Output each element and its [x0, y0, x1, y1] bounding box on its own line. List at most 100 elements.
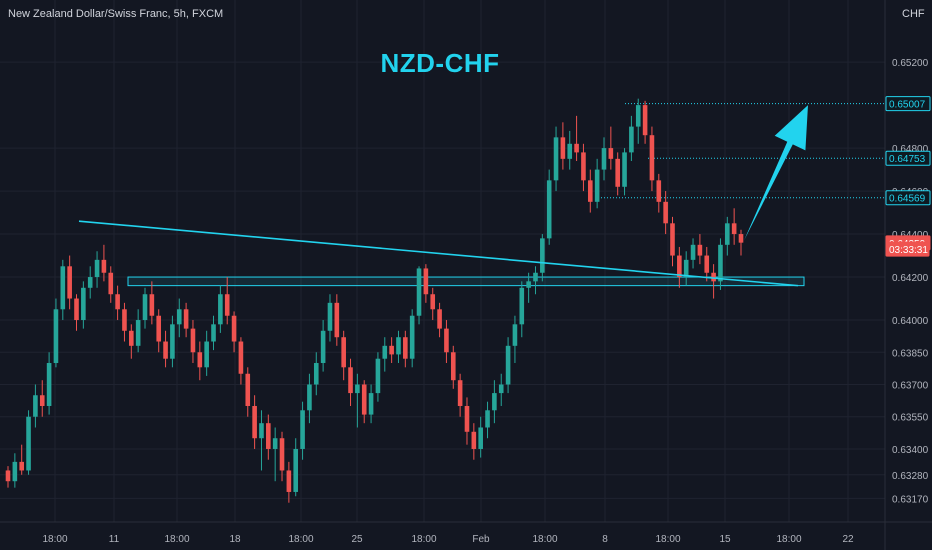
time-tick-label: 15 — [719, 534, 731, 545]
candle-body — [581, 152, 586, 181]
chart-grid — [0, 0, 885, 522]
time-tick-label: 8 — [602, 534, 608, 545]
candle-body — [649, 135, 655, 181]
candle-body — [423, 268, 429, 295]
candle-body — [115, 294, 120, 310]
price-tick-label: 0.65200 — [892, 58, 929, 69]
candle-body — [587, 180, 593, 202]
candle-body — [266, 423, 271, 449]
candle-body — [738, 234, 744, 243]
candle-body — [320, 330, 326, 364]
candle-body — [272, 438, 278, 449]
candle-body — [492, 393, 497, 411]
candle-body — [19, 461, 25, 471]
candle-body — [12, 461, 18, 482]
candle-body — [94, 259, 100, 278]
candle-body — [368, 393, 374, 415]
candle-body — [601, 148, 607, 170]
price-tick-label: 0.63700 — [892, 381, 929, 392]
drawing-tools[interactable] — [78, 105, 808, 287]
price-label-text: 03:33:31 — [889, 245, 928, 256]
candle-body — [327, 302, 333, 331]
candle-body — [622, 152, 627, 187]
candlestick-series — [5, 98, 744, 503]
candle-body — [218, 294, 223, 325]
candle-body — [683, 259, 689, 278]
candle-body — [690, 244, 696, 260]
candle-body — [396, 337, 401, 355]
candle-body — [334, 302, 340, 338]
candle-body — [108, 272, 114, 295]
time-tick-label: 18:00 — [411, 534, 436, 545]
candle-body — [129, 330, 134, 346]
candle-body — [546, 180, 552, 239]
time-tick-label: 18:00 — [776, 534, 801, 545]
time-tick-label: Feb — [472, 534, 490, 545]
price-axis[interactable]: 0.652000.648000.646000.644000.642000.640… — [884, 0, 931, 550]
candle-body — [615, 158, 620, 187]
price-label-text: 0.64753 — [889, 154, 926, 165]
candle-body — [74, 298, 79, 321]
price-tick-label: 0.64200 — [892, 273, 929, 284]
trendline — [78, 220, 799, 287]
candle-body — [5, 470, 11, 482]
candle-body — [176, 309, 182, 325]
candle-body — [498, 384, 504, 394]
candle-body — [224, 294, 230, 316]
candle-body — [300, 410, 305, 449]
candle-body — [444, 328, 449, 353]
symbol-description: New Zealand Dollar/Swiss Franc, 5h, FXCM — [8, 8, 224, 20]
candle-body — [677, 255, 682, 278]
time-tick-label: 18:00 — [164, 534, 189, 545]
price-label-text: 0.64569 — [889, 194, 926, 205]
candle-body — [464, 405, 470, 432]
support-zone[interactable] — [127, 276, 805, 287]
candle-body — [656, 180, 662, 202]
candle-body — [122, 309, 127, 331]
price-tick-label: 0.63850 — [892, 348, 929, 359]
candle-body — [670, 223, 675, 256]
time-tick-label: 18:00 — [42, 534, 67, 545]
candle-body — [231, 315, 237, 342]
candle-body — [697, 244, 703, 256]
price-label-box — [885, 96, 931, 112]
candle-body — [430, 294, 436, 310]
candle-body — [574, 143, 579, 153]
candle-body — [375, 358, 381, 394]
candle-body — [663, 201, 668, 224]
candle-body — [519, 287, 525, 325]
candle-body — [457, 380, 463, 406]
candle-body — [33, 395, 38, 417]
candle-body — [724, 223, 730, 245]
candle-body — [197, 352, 203, 368]
time-axis[interactable]: 18:00 11 18:00 18 18:00 25 18:00 Feb 18:00 8 18:00… — [0, 521, 932, 545]
candle-body — [711, 272, 716, 282]
candle-body — [718, 244, 723, 282]
candle-body — [560, 137, 566, 159]
candle-body — [409, 315, 415, 359]
time-tick-label: 18:00 — [532, 534, 557, 545]
candle-body — [293, 448, 299, 492]
candle-body — [526, 281, 531, 288]
candle-body — [39, 395, 45, 406]
candle-body — [46, 363, 52, 406]
candle-body — [53, 309, 59, 364]
candle-body — [204, 341, 209, 368]
price-label-box — [885, 150, 931, 166]
price-level-lines — [598, 103, 885, 199]
candle-body — [190, 328, 196, 353]
candle-body — [245, 373, 251, 406]
time-tick-label: 22 — [842, 534, 854, 545]
candle-body — [170, 324, 175, 359]
time-tick-label: 11 — [109, 534, 120, 545]
candle-body — [252, 405, 257, 439]
candle-body — [307, 384, 312, 411]
candle-body — [437, 309, 442, 329]
candle-body — [533, 272, 538, 282]
candle-body — [135, 320, 141, 346]
candle-body — [471, 431, 477, 449]
price-label-box — [885, 241, 930, 257]
candle-body — [211, 324, 216, 342]
candle-body — [478, 427, 483, 449]
